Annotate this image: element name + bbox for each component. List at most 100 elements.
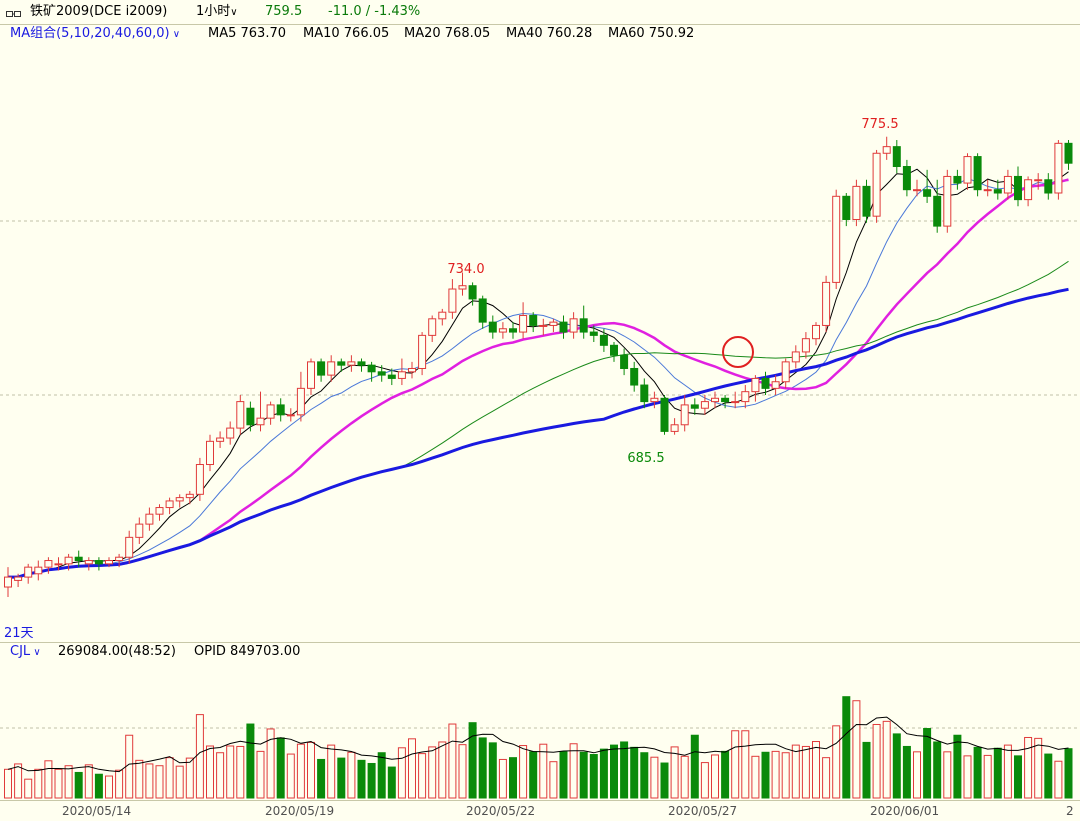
volume-bar (731, 730, 740, 799)
candle-body (650, 397, 659, 403)
candle (832, 189, 841, 290)
volume-bar (519, 745, 528, 799)
candle-body (327, 361, 336, 376)
candle (872, 149, 881, 223)
candle-body (731, 401, 740, 404)
period-label: 1小时 (196, 4, 231, 19)
volume-bar (226, 745, 235, 799)
candle (812, 322, 820, 346)
volume-bar (458, 744, 467, 799)
candle (1034, 173, 1043, 190)
volume-bar (195, 714, 204, 799)
volume-bar (125, 734, 134, 799)
volume-indicator-name: CJL (10, 644, 31, 659)
volume-bar (781, 752, 790, 799)
highlight-circle (722, 336, 754, 368)
volume-indicator-selector[interactable]: CJL ∨ (10, 642, 41, 663)
ma60-value: MA60 750.92 (608, 26, 695, 41)
volume-bar (115, 769, 124, 799)
volume-bar (428, 746, 437, 799)
candle (771, 375, 780, 395)
x-tick-label: 2020/05/14 (62, 804, 132, 818)
candle (761, 371, 770, 395)
high-label-2: 775.5 (861, 117, 898, 132)
candle (448, 279, 457, 319)
candle (347, 355, 356, 372)
candle (418, 332, 427, 376)
candle-body (923, 189, 932, 197)
instrument-name: 铁矿2009(DCE i2009) (30, 4, 168, 19)
volume-bar (236, 745, 245, 799)
volume-bar (549, 761, 558, 799)
candle-body (559, 321, 568, 333)
candle (599, 328, 608, 352)
volume-bar (44, 760, 53, 799)
candle-body (135, 523, 144, 538)
candle (933, 179, 942, 233)
volume-bar (670, 746, 679, 799)
volume-bar (34, 768, 43, 799)
last-price: 759.5 (265, 4, 303, 19)
candle-body (902, 166, 911, 191)
candle-body (579, 318, 588, 333)
volume-bar (963, 755, 972, 799)
chevron-down-icon: ∨ (30, 647, 41, 658)
period-selector[interactable]: 1小时∨ (196, 0, 238, 25)
candle (216, 431, 225, 448)
ma40-value: MA40 760.28 (506, 26, 593, 41)
candle (680, 394, 689, 432)
candle-body (468, 285, 477, 300)
candle-body (397, 371, 406, 379)
x-tick-label: 2020/06/01 (870, 804, 940, 818)
candle (286, 408, 295, 422)
candle (64, 553, 73, 571)
price-chart[interactable]: 734.0 685.5 775.5 21天 (0, 44, 1080, 642)
volume-bar (650, 756, 659, 799)
candle-body (589, 331, 598, 336)
candle-body (599, 334, 608, 346)
candle (236, 394, 245, 435)
candle-body (1034, 179, 1043, 182)
volume-bar (539, 743, 548, 799)
candle (1044, 173, 1053, 200)
candle (84, 557, 93, 571)
volume-bar (1054, 760, 1063, 799)
period-count-label: 21天 (4, 626, 34, 641)
volume-bar (155, 765, 164, 799)
candle-body (115, 556, 124, 562)
candle (317, 358, 326, 382)
candle (993, 179, 1002, 200)
candle-body (882, 146, 891, 154)
candle-body (418, 334, 427, 369)
window-toggle-icon[interactable] (6, 5, 22, 17)
candle-body (44, 560, 53, 568)
volume-bar (1064, 748, 1073, 799)
volume-bar (832, 725, 841, 799)
candle (549, 318, 558, 333)
volume-bar (690, 734, 699, 799)
candle (741, 385, 750, 409)
x-tick-label: 2020/05/19 (265, 804, 335, 818)
candle-body (549, 321, 558, 326)
candle-body (1044, 179, 1053, 194)
axis-divider (0, 800, 1080, 801)
volume-chart[interactable] (0, 662, 1080, 802)
candle (165, 497, 174, 515)
volume-bar (589, 754, 598, 799)
volume-bar (721, 750, 730, 799)
candle (882, 136, 891, 160)
volume-bar (983, 754, 992, 799)
ma-indicator-selector[interactable]: MA组合(5,10,20,40,60,0) ∨ (10, 24, 180, 45)
ma60-line (8, 287, 1069, 579)
candle-body (357, 361, 366, 366)
volume-bar (700, 762, 709, 799)
volume-bar (74, 771, 83, 799)
candle-body (125, 536, 134, 558)
candle (1064, 140, 1073, 170)
candle (498, 322, 507, 339)
candle (791, 345, 800, 369)
candle (509, 322, 517, 339)
candle-body (246, 407, 255, 426)
volume-bar (84, 764, 93, 799)
candle-body (296, 387, 305, 416)
